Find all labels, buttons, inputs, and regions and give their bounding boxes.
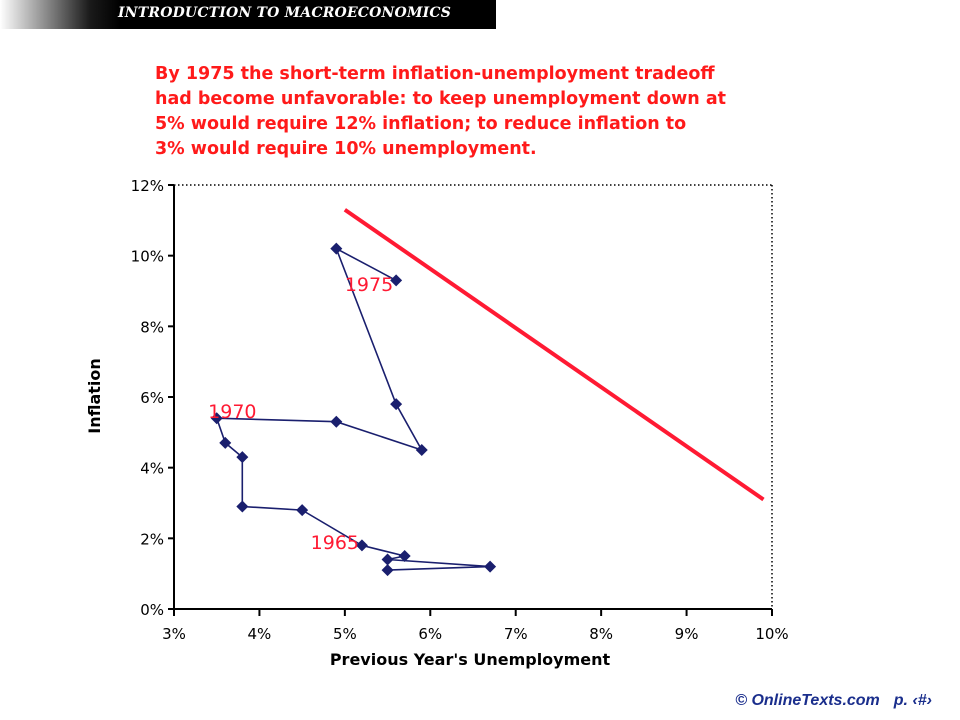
data-point-marker xyxy=(330,242,343,255)
caption: By 1975 the short-term inflation-unemplo… xyxy=(155,62,795,162)
data-series-path xyxy=(215,246,491,571)
data-point-marker xyxy=(330,415,343,428)
year-label-1970: 1970 xyxy=(208,401,256,423)
y-tick-label: 6% xyxy=(140,389,164,407)
caption-line-1: By 1975 the short-term inflation-unemplo… xyxy=(155,64,715,84)
page-number: p. ‹#› xyxy=(893,692,932,709)
x-tick-label: 10% xyxy=(755,625,788,643)
x-tick-label: 4% xyxy=(248,625,272,643)
caption-line-4: 3% would require 10% unemployment. xyxy=(155,139,537,159)
data-point-marker xyxy=(236,451,249,464)
y-tick-label: 0% xyxy=(140,601,164,619)
y-tick-label: 8% xyxy=(140,318,164,336)
header-banner: INTRODUCTION TO MACROECONOMICS xyxy=(0,0,496,29)
data-point-marker xyxy=(296,504,309,517)
x-tick-label: 3% xyxy=(162,625,186,643)
header-title: INTRODUCTION TO MACROECONOMICS xyxy=(118,5,452,21)
data-point-marker xyxy=(390,398,403,411)
x-tick-label: 6% xyxy=(418,625,442,643)
data-path-group xyxy=(215,246,491,571)
x-axis-label: Previous Year's Unemployment xyxy=(330,650,611,669)
data-point-marker xyxy=(484,560,497,573)
data-point-marker xyxy=(415,444,428,456)
axis-ticks: 3% 4% 5% 6% 7% 8% 9% 10% 0% 2% 4% 6% 8% 10% 12% xyxy=(131,177,789,643)
data-point-marker xyxy=(355,539,368,552)
data-point-marker xyxy=(210,412,223,425)
copyright-text: © OnlineTexts.com xyxy=(735,692,880,709)
y-tick-label: 10% xyxy=(131,248,164,266)
data-point-marker xyxy=(236,500,249,513)
data-point-marker xyxy=(219,436,232,449)
data-point-marker xyxy=(390,274,403,287)
x-tick-label: 8% xyxy=(589,625,613,643)
y-tick-label: 2% xyxy=(140,530,164,548)
data-point-marker xyxy=(398,550,411,562)
x-tick-label: 9% xyxy=(675,625,699,643)
x-tick-label: 7% xyxy=(504,625,528,643)
data-point-marker xyxy=(381,564,394,577)
tradeoff-line-group xyxy=(343,208,765,502)
year-label-1975: 1975 xyxy=(345,274,393,296)
y-tick-label: 4% xyxy=(140,460,164,478)
caption-line-2: had become unfavorable: to keep unemploy… xyxy=(155,89,727,109)
tradeoff-line xyxy=(343,208,765,502)
y-tick-label: 12% xyxy=(131,177,164,195)
y-axis-label: Inflation xyxy=(85,358,104,434)
plot-frame xyxy=(173,184,773,610)
data-point-marker xyxy=(381,553,394,566)
year-annotations: 1975 1970 1965 xyxy=(208,274,393,554)
year-label-1965: 1965 xyxy=(311,532,359,554)
data-markers xyxy=(210,242,497,577)
x-tick-label: 5% xyxy=(333,625,357,643)
caption-line-3: 5% would require 12% inflation; to reduc… xyxy=(155,114,687,134)
footer: © OnlineTexts.com p. ‹#› xyxy=(721,692,932,710)
